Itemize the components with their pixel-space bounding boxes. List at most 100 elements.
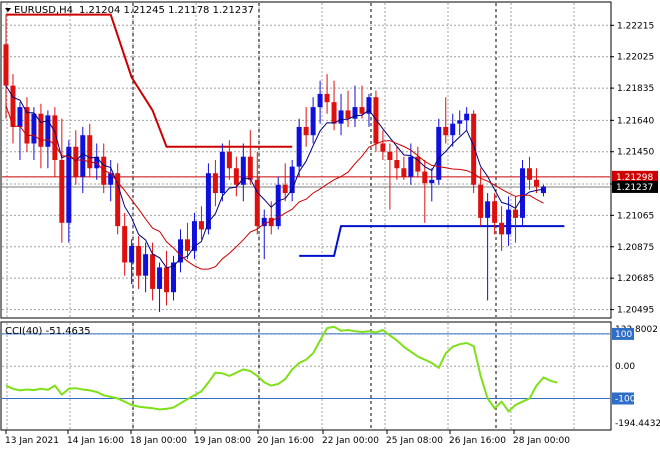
candle-body bbox=[31, 113, 37, 144]
cci-pane-border bbox=[0, 321, 612, 431]
bid-price-label: 1.21298 bbox=[616, 173, 653, 183]
candle-body bbox=[303, 126, 309, 136]
candle-body bbox=[520, 168, 526, 218]
time-tick-label: 28 Jan 00:00 bbox=[513, 436, 570, 446]
candle-body bbox=[457, 120, 463, 124]
candle-body bbox=[401, 168, 407, 177]
candle-body bbox=[513, 209, 519, 218]
cci-line bbox=[5, 325, 558, 413]
period-separators bbox=[132, 3, 497, 429]
candle-body bbox=[310, 107, 316, 136]
candle-body bbox=[184, 239, 190, 251]
candle-body bbox=[289, 166, 295, 194]
candle-body bbox=[17, 107, 23, 127]
cci-tick-label: -100 bbox=[615, 395, 636, 405]
cci-pane-title: CCI(40) -51.4635 bbox=[5, 326, 91, 337]
candle-body bbox=[380, 143, 386, 152]
price-tick-label: 1.21835 bbox=[617, 84, 654, 94]
cci-indicator bbox=[2, 325, 610, 413]
candle-body bbox=[143, 254, 149, 276]
candle-body bbox=[122, 226, 128, 263]
candle-body bbox=[485, 201, 491, 218]
cci-tick-label: 100 bbox=[615, 330, 632, 340]
candle-body bbox=[94, 156, 100, 169]
candle-body bbox=[219, 151, 225, 194]
time-tick-label: 20 Jan 16:00 bbox=[257, 436, 314, 446]
bid-price-tag bbox=[612, 170, 658, 183]
candle-body bbox=[59, 160, 65, 223]
candle-body bbox=[198, 221, 204, 230]
moving-averages bbox=[5, 85, 544, 270]
candle-body bbox=[73, 146, 79, 177]
slow-moving-average bbox=[5, 105, 544, 270]
candle-body bbox=[492, 201, 498, 223]
candle-body bbox=[66, 146, 72, 223]
candle-body bbox=[471, 113, 477, 185]
candle-body bbox=[268, 217, 274, 227]
cci-level-tag bbox=[612, 327, 634, 340]
time-tick-label: 19 Jan 08:00 bbox=[194, 436, 251, 446]
candle-body bbox=[499, 222, 505, 235]
candle-body bbox=[464, 113, 470, 121]
candle-body bbox=[157, 267, 163, 289]
candle-body bbox=[331, 102, 337, 124]
candle-body bbox=[366, 97, 372, 114]
candle-body bbox=[436, 126, 442, 180]
candle-body bbox=[324, 93, 330, 103]
candle-body bbox=[191, 221, 197, 251]
candle-body bbox=[226, 151, 232, 169]
candle-body bbox=[129, 245, 135, 263]
chart-symbol-timeframe: EURUSD,H4 bbox=[14, 5, 73, 16]
current-price-tag bbox=[612, 180, 658, 193]
price-axis: 1.22215 1.22025 1.21835 1.21640 1.21450 1.212… bbox=[610, 21, 658, 316]
time-tick-label: 14 Jan 16:00 bbox=[67, 436, 124, 446]
dropdown-triangle-icon[interactable] bbox=[5, 8, 11, 12]
price-tick-label: 1.20495 bbox=[617, 306, 654, 316]
candle-body bbox=[408, 156, 414, 177]
candle-body bbox=[282, 184, 288, 194]
candle-body bbox=[296, 126, 302, 167]
candle-body bbox=[527, 168, 532, 180]
candle-body bbox=[317, 93, 323, 108]
cci-level-tag bbox=[612, 392, 634, 405]
candle-body bbox=[10, 85, 16, 127]
price-tick-label: 1.21640 bbox=[617, 116, 654, 126]
candle-body bbox=[352, 107, 358, 119]
candle-body bbox=[533, 179, 539, 187]
price-tick-label: 1.22025 bbox=[617, 53, 654, 63]
candle-body bbox=[415, 156, 421, 172]
candle-body bbox=[450, 123, 456, 136]
red-stop-line bbox=[6, 13, 293, 148]
time-tick-label: 18 Jan 00:00 bbox=[130, 436, 187, 446]
candle-body bbox=[275, 184, 281, 227]
candle-body bbox=[178, 239, 183, 263]
chart-ohlc-readout: 1.21204 1.21245 1.21178 1.21237 bbox=[79, 5, 254, 16]
candle-body bbox=[478, 184, 484, 218]
cci-tick-label: 133.8002 bbox=[615, 325, 658, 335]
candle-body bbox=[233, 168, 239, 185]
candle-body bbox=[212, 173, 218, 194]
time-tick-label: 13 Jan 2021 bbox=[5, 436, 59, 446]
candle-body bbox=[205, 173, 211, 230]
candle-body bbox=[422, 171, 428, 184]
candle-body bbox=[338, 110, 344, 124]
candlestick-series bbox=[3, 14, 546, 313]
price-tick-label: 1.20685 bbox=[617, 274, 654, 284]
time-axis: 13 Jan 2021 14 Jan 16:00 18 Jan 00:00 19 Ja… bbox=[5, 430, 570, 446]
cci-tick-label: 0.00 bbox=[615, 362, 635, 372]
price-tick-label: 1.21450 bbox=[617, 148, 654, 158]
candle-body bbox=[506, 209, 512, 235]
time-tick-label: 22 Jan 00:00 bbox=[322, 436, 379, 446]
candle-body bbox=[115, 173, 121, 227]
price-tick-label: 1.20875 bbox=[617, 243, 654, 253]
cci-tick-label: -194.4432 bbox=[615, 419, 660, 429]
current-price-label: 1.21237 bbox=[616, 183, 653, 193]
candle-body bbox=[136, 245, 142, 276]
time-tick-label: 25 Jan 08:00 bbox=[386, 436, 443, 446]
candle-body bbox=[443, 126, 449, 136]
candle-body bbox=[171, 262, 177, 293]
fast-moving-average bbox=[5, 85, 544, 269]
